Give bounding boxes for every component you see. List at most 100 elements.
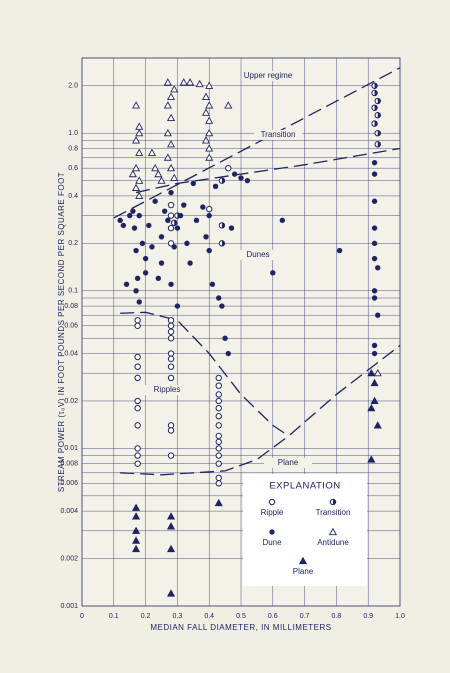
marker-shape (166, 589, 176, 597)
marker-shape (161, 208, 168, 214)
y-tick-label: 0.01 (64, 445, 78, 452)
data-point (200, 204, 206, 210)
marker-shape (193, 217, 200, 224)
marker-shape (371, 171, 378, 177)
marker-shape (134, 363, 141, 370)
legend-label: Dune (262, 538, 282, 547)
data-point (371, 342, 378, 349)
data-point (167, 322, 175, 329)
data-point (167, 452, 175, 459)
marker-shape (336, 247, 343, 254)
data-point (367, 368, 376, 377)
marker-shape (269, 529, 275, 535)
data-point (225, 350, 231, 357)
y-axis-label: STREAM POWER (τ₀V) IN FOOT POUNDS PER SE… (57, 172, 66, 492)
marker-shape (131, 544, 141, 553)
data-point (131, 163, 141, 172)
data-point (167, 212, 175, 219)
annotation-bg (264, 458, 312, 468)
data-point (367, 403, 376, 412)
marker-shape (167, 240, 175, 247)
y-tick-label: 1.0 (68, 130, 78, 137)
data-point (166, 512, 176, 520)
data-point (134, 322, 141, 329)
data-point (136, 212, 142, 219)
marker-shape (214, 498, 223, 507)
data-point (215, 480, 222, 487)
legend-label: Antidune (317, 538, 349, 547)
data-point (142, 270, 149, 276)
data-point (133, 247, 139, 254)
legend-symbol (269, 529, 275, 535)
data-point (166, 544, 176, 553)
marker-shape (134, 445, 141, 452)
marker-shape (135, 176, 144, 184)
marker-shape (166, 163, 176, 172)
annotation-bg (234, 250, 282, 260)
marker-shape (131, 163, 141, 172)
marker-shape (373, 368, 382, 377)
data-point (157, 176, 166, 184)
data-point (370, 378, 379, 387)
marker-shape (374, 83, 378, 89)
marker-shape (215, 382, 222, 389)
marker-shape (134, 404, 141, 412)
marker-shape (375, 265, 381, 271)
marker-shape (270, 270, 276, 276)
data-point (374, 97, 381, 105)
data-point (201, 136, 211, 144)
marker-shape (131, 536, 141, 544)
marker-shape (179, 78, 188, 86)
data-point (152, 198, 158, 204)
data-point (216, 295, 222, 301)
marker-shape (167, 224, 175, 232)
marker-shape (215, 445, 222, 452)
marker-shape (205, 153, 214, 161)
data-point (166, 522, 176, 530)
data-point (184, 240, 190, 247)
data-point (161, 208, 168, 214)
data-point (177, 212, 184, 219)
marker-shape (174, 220, 177, 226)
data-point (131, 503, 141, 511)
marker-shape (370, 378, 379, 387)
data-point (371, 82, 378, 89)
data-point (371, 295, 378, 301)
annotation-bg (143, 385, 191, 395)
x-axis-label: MEDIAN FALL DIAMETER, IN MILLIMETERS (150, 623, 331, 632)
data-point (134, 452, 141, 459)
data-point (134, 397, 141, 405)
marker-shape (167, 363, 175, 370)
y-tick-label: 0.008 (60, 461, 78, 468)
marker-shape (170, 85, 179, 93)
data-point (154, 169, 163, 178)
data-point (134, 353, 141, 361)
marker-shape (228, 225, 235, 231)
data-point (238, 175, 244, 181)
marker-shape (134, 353, 141, 361)
data-point (374, 129, 381, 137)
marker-shape (186, 78, 195, 86)
data-point (151, 163, 160, 172)
data-point (181, 202, 187, 208)
data-point (370, 396, 379, 405)
marker-shape (209, 281, 216, 287)
marker-shape (377, 130, 381, 136)
legend-title: EXPLANATION (269, 481, 340, 492)
data-point (167, 350, 175, 357)
marker-shape (374, 105, 378, 111)
annotation: Dunes (246, 250, 269, 259)
marker-shape (370, 396, 379, 405)
marker-shape (139, 240, 146, 247)
data-point (279, 217, 286, 224)
marker-shape (167, 335, 175, 342)
data-point (215, 452, 222, 459)
data-point (215, 422, 222, 429)
marker-shape (215, 422, 222, 429)
data-point (166, 92, 176, 100)
data-point (171, 219, 178, 227)
data-point (134, 374, 141, 382)
data-point (215, 438, 222, 446)
marker-shape (215, 438, 222, 446)
x-tick-label: 0.7 (300, 613, 310, 620)
